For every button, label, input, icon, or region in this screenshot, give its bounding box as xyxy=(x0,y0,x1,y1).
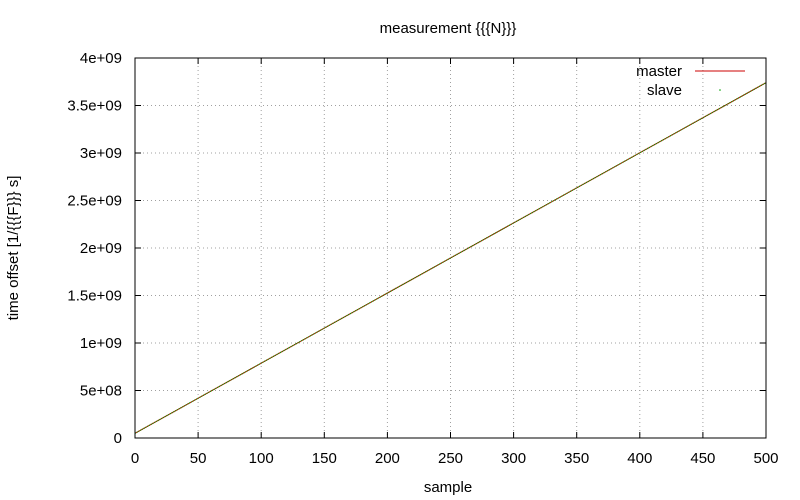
x-tick-label: 300 xyxy=(501,450,526,467)
y-tick-label: 1e+09 xyxy=(80,335,122,352)
tick-marks xyxy=(134,57,767,439)
y-tick-label: 2e+09 xyxy=(80,240,122,257)
y-tick-label: 1.5e+09 xyxy=(67,288,122,305)
y-tick-label: 4e+09 xyxy=(80,50,122,67)
y-tick-label: 3e+09 xyxy=(80,145,122,162)
y-tick-labels: 0 5e+08 1e+09 1.5e+09 2e+09 2.5e+09 3e+09 3.5e+… xyxy=(67,50,122,447)
legend: master slave xyxy=(636,63,745,99)
legend-label-master: master xyxy=(636,63,682,80)
y-tick-label: 5e+08 xyxy=(80,383,122,400)
y-tick-label: 3.5e+09 xyxy=(67,98,122,115)
x-tick-label: 200 xyxy=(375,450,400,467)
x-tick-label: 400 xyxy=(627,450,652,467)
x-axis-label: sample xyxy=(424,479,472,496)
y-tick-label: 0 xyxy=(114,430,122,447)
x-tick-label: 500 xyxy=(753,450,778,467)
legend-label-slave: slave xyxy=(647,82,682,99)
x-tick-labels: 0 50 100 150 200 250 300 350 400 450 500 xyxy=(131,450,779,467)
y-axis-label: time offset [1/{{{F}}} s] xyxy=(5,176,22,321)
x-tick-label: 350 xyxy=(564,450,589,467)
series-slave-points xyxy=(134,82,767,434)
x-tick-label: 450 xyxy=(690,450,715,467)
x-tick-label: 250 xyxy=(438,450,463,467)
chart-title: measurement {{{N}}} xyxy=(380,20,517,37)
x-tick-label: 0 xyxy=(131,450,139,467)
legend-swatch-slave xyxy=(719,89,721,91)
plot-series xyxy=(134,82,767,434)
x-tick-label: 50 xyxy=(190,450,207,467)
y-tick-label: 2.5e+09 xyxy=(67,193,122,210)
x-tick-label: 150 xyxy=(312,450,337,467)
grid xyxy=(135,58,766,438)
x-tick-label: 100 xyxy=(249,450,274,467)
